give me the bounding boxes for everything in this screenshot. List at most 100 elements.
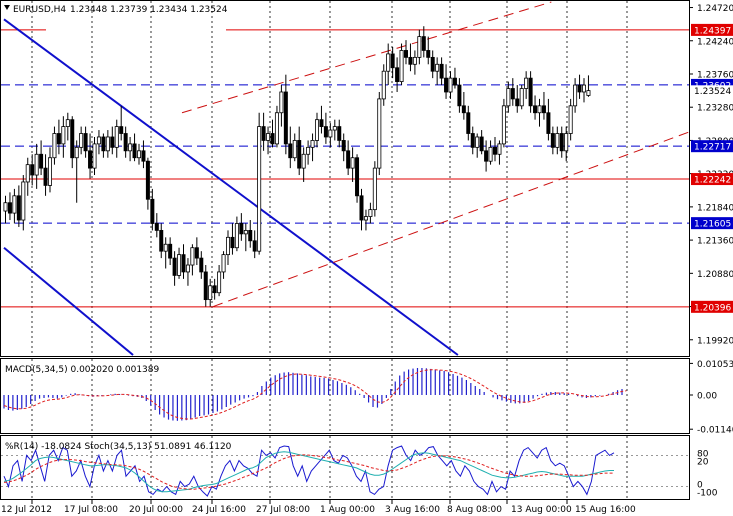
current-price-text: 1.23524 bbox=[694, 87, 731, 97]
candle-body-up bbox=[274, 112, 279, 145]
candle bbox=[386, 43, 391, 86]
candle-body-up bbox=[163, 243, 168, 252]
candle bbox=[430, 50, 435, 79]
candle-body-down bbox=[297, 140, 302, 169]
candle bbox=[119, 105, 124, 141]
macd-tick-label: 0.010536 bbox=[697, 360, 733, 370]
level-tag-2: 1.22717 bbox=[691, 140, 733, 153]
candle bbox=[479, 130, 484, 155]
price-tick-label: 1.20880 bbox=[697, 270, 733, 280]
candle bbox=[212, 278, 217, 300]
candle-body-down bbox=[88, 150, 93, 169]
candle bbox=[208, 278, 213, 307]
level-tag-3: 1.22242 bbox=[691, 173, 733, 186]
candle bbox=[528, 71, 533, 113]
candle bbox=[61, 116, 66, 158]
candle bbox=[217, 265, 222, 297]
candle bbox=[21, 175, 26, 231]
candle bbox=[337, 119, 342, 148]
candle-body-down bbox=[141, 150, 146, 162]
candle bbox=[346, 140, 351, 176]
candle-body-down bbox=[359, 195, 364, 221]
candle-body-down bbox=[452, 77, 457, 86]
candle-body-down bbox=[395, 67, 400, 82]
candle-body-down bbox=[403, 50, 408, 58]
chart-dropdown-icon[interactable] bbox=[4, 5, 10, 10]
candle bbox=[306, 140, 311, 165]
candle bbox=[181, 244, 186, 279]
candle-body-up bbox=[501, 105, 506, 145]
candle-body-down bbox=[346, 150, 351, 169]
candle-body-down bbox=[355, 157, 360, 197]
candle-body-up bbox=[21, 181, 26, 221]
candle-body-up bbox=[185, 264, 190, 273]
candle bbox=[16, 185, 21, 227]
candle-body-down bbox=[56, 133, 61, 145]
candle bbox=[248, 220, 253, 248]
candle-body-down bbox=[466, 112, 471, 134]
level-tag-bg-3 bbox=[691, 173, 733, 186]
candle-body-down bbox=[421, 36, 426, 51]
level-tag-bg-0 bbox=[691, 23, 733, 36]
candle bbox=[110, 126, 115, 155]
candle bbox=[573, 78, 578, 113]
time-tick-label: 12 Jul 2012 bbox=[1, 505, 52, 515]
time-tick-label: 8 Aug 08:00 bbox=[447, 505, 502, 515]
candle bbox=[466, 105, 471, 141]
candle-body-up bbox=[266, 133, 271, 141]
candle-body-up bbox=[177, 254, 182, 276]
candle bbox=[497, 140, 502, 165]
candle bbox=[341, 133, 346, 162]
candle-body-down bbox=[248, 230, 253, 242]
candle-body-up bbox=[79, 133, 84, 148]
candle bbox=[194, 237, 199, 266]
trendline-2 bbox=[181, 1, 552, 114]
candle-body-up bbox=[448, 77, 453, 93]
candle-body-up bbox=[221, 254, 226, 273]
candle-body-up bbox=[12, 195, 17, 214]
candle-body-up bbox=[105, 136, 110, 152]
price-tick-label: 1.24240 bbox=[697, 37, 733, 47]
candle-body-down bbox=[492, 146, 497, 155]
candle-body-down bbox=[239, 223, 244, 235]
candle-body-down bbox=[154, 223, 159, 231]
candle bbox=[586, 75, 591, 97]
candle-body-up bbox=[555, 133, 560, 148]
candle bbox=[546, 98, 551, 141]
candle bbox=[381, 64, 386, 106]
candle bbox=[297, 126, 302, 176]
trendline-3 bbox=[212, 131, 690, 308]
candle-body-up bbox=[136, 150, 141, 159]
candle-body-down bbox=[430, 56, 435, 72]
candle-body-down bbox=[270, 133, 275, 145]
candle bbox=[461, 91, 466, 120]
time-tick-label: 15 Aug 16:00 bbox=[575, 505, 636, 515]
candle bbox=[177, 247, 182, 279]
candle bbox=[243, 223, 248, 252]
level-tag-bg-4 bbox=[691, 217, 733, 230]
stochastic-signal-line bbox=[3, 454, 614, 490]
candle bbox=[203, 265, 208, 307]
candle bbox=[30, 154, 35, 186]
candle-body-down bbox=[261, 126, 266, 141]
candle-body-down bbox=[283, 91, 288, 145]
candle-body-up bbox=[524, 77, 529, 89]
williams-r-line bbox=[3, 445, 615, 497]
candle-body-up bbox=[34, 153, 39, 176]
candle bbox=[239, 213, 244, 241]
candle bbox=[399, 43, 404, 86]
candle bbox=[252, 230, 257, 259]
candle bbox=[114, 119, 119, 158]
candle-body-down bbox=[194, 247, 199, 259]
candle-body-up bbox=[314, 119, 319, 141]
candle bbox=[101, 133, 106, 158]
candle bbox=[136, 143, 141, 165]
candle bbox=[128, 136, 133, 162]
time-tick-label: 3 Aug 16:00 bbox=[385, 505, 440, 515]
candle-body-down bbox=[181, 254, 186, 273]
candle bbox=[123, 126, 128, 158]
candle-body-up bbox=[573, 84, 578, 107]
